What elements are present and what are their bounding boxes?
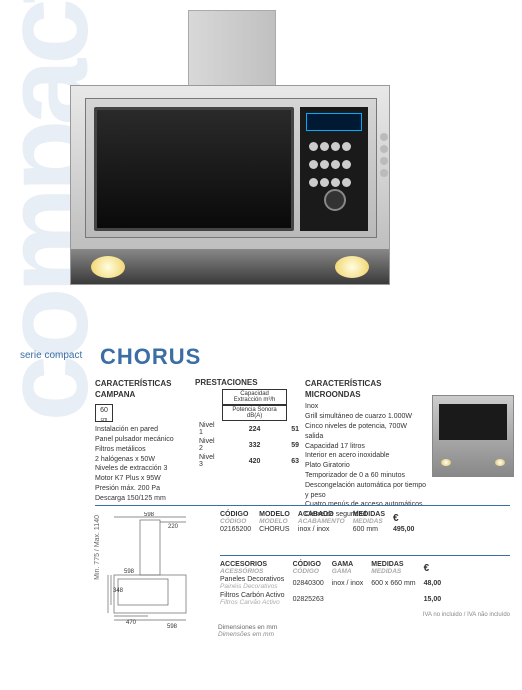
dimension-note: Dimensiones en mmDimensões em mm [218,624,277,638]
sku-modelo: CHORUS [259,525,298,534]
spec-line: Motor K7 Plus x 95W [95,474,195,484]
perf-header-sound: Potencia Sonora dB(A) [222,405,287,421]
specs-hood-column: CARACTERÍSTICAS CAMPANA 60 cm Instalació… [95,378,195,504]
h-euro-acc: € [424,560,450,575]
svg-text:748: 748 [104,593,106,604]
perf-row: Nivel 233259 [195,437,303,453]
spec-line: Presión máx. 200 Pa [95,484,195,494]
acc-r1-price: 48,00 [424,575,450,591]
svg-text:348: 348 [113,588,124,594]
h-accesorios: ACCESORIOSACESSÓRIOS [220,560,293,575]
width-icon: 60 cm [95,404,113,422]
h-acabado: ACABADOACABAMENTO [298,510,353,525]
performance-heading: PRESTACIONES [195,378,303,387]
divider-2 [220,555,510,556]
acc-r2-cod: 02825263 [293,591,332,607]
perf-header-capacity: Capacidad Extracción m³/h [222,389,287,405]
svg-text:470: 470 [126,620,137,626]
svg-text:220: 220 [168,524,179,530]
acc-r1-med: 600 x 660 mm [371,575,423,591]
spec-line: Instalación en pared [95,425,195,435]
microwave [85,98,377,238]
footnote-vat: IVA no incluido / IVA não incluído [423,612,510,618]
width-value: 60 [100,407,108,414]
microwave-panel [300,107,368,231]
svg-text:598: 598 [167,624,178,630]
sku-acabado: inox / inox [298,525,353,534]
hero-image [70,10,410,310]
microwave-keypad [308,139,360,193]
h-codigo: CÓDIGOCÓDIGO [220,510,259,525]
svg-text:598: 598 [144,512,155,518]
hood-light-right [335,256,369,278]
spec-line: 2 halógenas x 50W [95,455,195,465]
spec-line: Capacidad 17 litros [305,442,427,452]
spec-line: Cinco niveles de potencia, 700W salida [305,422,427,442]
product-thumbnail [432,395,514,477]
h-euro: € [393,510,422,525]
h-codigo-acc: CÓDIGOCÓDIGO [293,560,332,575]
acc-r1-gama: inox / inox [332,575,372,591]
thumb-microwave [439,404,507,440]
specs-microwave-heading: CARACTERÍSTICAS MICROONDAS [305,378,427,400]
product-title: CHORUS [100,344,201,370]
specs-microwave-column: CARACTERÍSTICAS MICROONDAS InoxGrill sim… [305,378,427,520]
h-medidas-acc: MEDIDASMEDIDAS [371,560,423,575]
sku-table-main: CÓDIGOCÓDIGO MODELOMODELO ACABADOACABAME… [220,510,422,534]
series-label: serie compact [20,350,82,361]
diagram-height-label: Min. 775 / Max. 1140 [94,515,101,580]
performance-column: PRESTACIONES Capacidad Extracción m³/h P… [195,378,303,469]
spec-line: Inox [305,402,427,412]
microwave-dial [324,189,346,211]
hood-body [70,85,390,285]
sku-medidas: 600 mm [353,525,393,534]
microwave-door [94,107,294,231]
chimney-shape [188,10,276,86]
acc-r2-name: Filtros Carbón ActivoFiltros Carvão Acti… [220,591,293,607]
specs-hood-heading: CARACTERÍSTICAS CAMPANA [95,378,195,400]
spec-line: Descongelación automática por tiempo y p… [305,481,427,501]
svg-text:598: 598 [124,569,135,575]
spec-line: Niveles de extracción 3 [95,464,195,474]
sku-codigo: 02165200 [220,525,259,534]
spec-line: Descarga 150/125 mm [95,494,195,504]
sku-price: 495,00 [393,525,422,534]
perf-row: Nivel 122451 [195,421,303,437]
thumb-light-left [441,459,451,466]
width-unit: cm [101,417,108,423]
spec-line: Panel pulsador mecánico [95,435,195,445]
acc-r2-price: 15,00 [424,591,450,607]
acc-r1-cod: 02840300 [293,575,332,591]
perf-row: Nivel 342063 [195,453,303,469]
thumb-light-right [495,459,505,466]
hood-light-left [91,256,125,278]
spec-line: Plato Giratorio [305,461,427,471]
microwave-display [306,113,362,131]
h-gama: GAMAGAMA [332,560,372,575]
h-modelo: MODELOMODELO [259,510,298,525]
acc-r1-name: Paneles DecorativosPainéis Decorativos [220,575,293,591]
dimension-diagram: 598 220 598 748 348 470 598 [104,512,214,632]
spec-line: Grill simultáneo de cuarzo 1.000W [305,412,427,422]
spec-line: Temporizador de 0 a 60 minutos [305,471,427,481]
sku-table-accessories: ACCESORIOSACESSÓRIOS CÓDIGOCÓDIGO GAMAGA… [220,560,449,607]
spec-line: Interior en acero inoxidable [305,451,427,461]
microwave-side-buttons [380,129,388,181]
performance-table: Capacidad Extracción m³/h Potencia Sonor… [195,389,303,469]
divider-1 [95,505,510,506]
spec-line: Filtros metálicos [95,445,195,455]
hood-underside [71,249,389,284]
h-medidas: MEDIDASMEDIDAS [353,510,393,525]
